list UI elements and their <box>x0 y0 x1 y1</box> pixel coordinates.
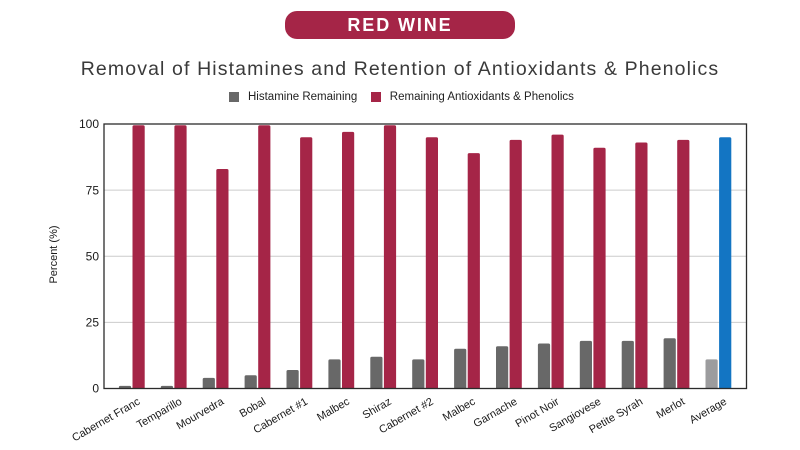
svg-text:Merlot: Merlot <box>655 396 687 422</box>
svg-text:25: 25 <box>86 316 100 330</box>
svg-text:100: 100 <box>79 117 99 131</box>
svg-text:0: 0 <box>92 382 99 396</box>
svg-text:75: 75 <box>86 183 100 197</box>
svg-text:Malbec: Malbec <box>315 395 352 423</box>
svg-text:Garnache: Garnache <box>472 396 520 431</box>
svg-text:Bobal: Bobal <box>238 396 268 420</box>
svg-text:50: 50 <box>86 249 100 263</box>
svg-text:Mourvedra: Mourvedra <box>175 395 227 432</box>
svg-text:Average: Average <box>688 396 729 427</box>
svg-text:Shiraz: Shiraz <box>361 396 394 422</box>
svg-text:Cabernet Franc: Cabernet Franc <box>70 395 143 444</box>
svg-text:Percent (%): Percent (%) <box>48 225 60 283</box>
